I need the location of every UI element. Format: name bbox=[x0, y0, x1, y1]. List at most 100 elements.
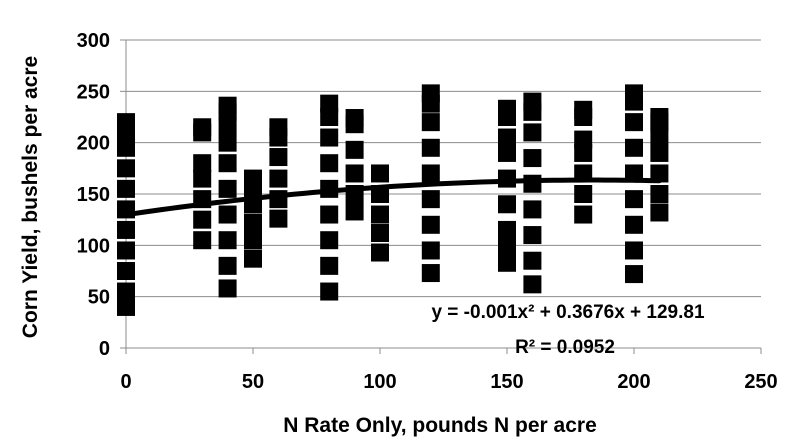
data-point bbox=[421, 164, 440, 183]
data-point bbox=[218, 179, 237, 198]
data-point bbox=[498, 143, 516, 162]
y-tick-label-150: 150 bbox=[77, 184, 110, 206]
data-point bbox=[523, 123, 542, 142]
data-point bbox=[421, 264, 440, 283]
data-point bbox=[345, 202, 364, 221]
data-point bbox=[421, 215, 440, 234]
data-point bbox=[574, 130, 593, 149]
data-point bbox=[193, 210, 212, 229]
data-point bbox=[218, 256, 237, 275]
data-point bbox=[523, 275, 542, 294]
data-point bbox=[421, 113, 440, 132]
data-point bbox=[320, 94, 339, 113]
data-point bbox=[320, 256, 339, 275]
data-point bbox=[625, 265, 643, 284]
x-tick-label-0: 0 bbox=[120, 371, 131, 393]
data-point bbox=[269, 169, 288, 188]
data-point bbox=[625, 241, 643, 260]
data-point bbox=[625, 215, 643, 234]
data-point bbox=[523, 92, 542, 111]
data-point bbox=[574, 185, 593, 203]
data-point bbox=[117, 179, 135, 198]
x-tick-label-200: 200 bbox=[617, 371, 650, 393]
trendline-equation: y = -0.001x² + 0.3676x + 129.81 bbox=[431, 302, 705, 323]
data-point bbox=[117, 159, 135, 178]
data-point bbox=[498, 128, 516, 147]
data-point bbox=[625, 113, 643, 132]
data-point bbox=[650, 185, 669, 203]
y-tick-label-50: 50 bbox=[88, 287, 110, 309]
data-point bbox=[371, 243, 389, 262]
data-point bbox=[269, 118, 288, 137]
data-point bbox=[650, 203, 669, 222]
data-point bbox=[218, 231, 237, 250]
tick-labels: 0 50 100 150 200 250 300 0 50 100 150 200 250 bbox=[77, 30, 778, 393]
data-point bbox=[244, 169, 262, 188]
data-point bbox=[371, 164, 389, 183]
data-point bbox=[625, 190, 643, 209]
data-point bbox=[421, 138, 440, 157]
data-point bbox=[625, 84, 643, 103]
data-point bbox=[244, 231, 262, 250]
x-tick-label-50: 50 bbox=[242, 371, 264, 393]
data-point bbox=[421, 190, 440, 209]
data-point bbox=[269, 148, 288, 167]
data-point bbox=[523, 174, 542, 193]
data-point bbox=[421, 241, 440, 260]
data-point bbox=[498, 220, 516, 239]
data-point bbox=[117, 241, 135, 260]
data-point bbox=[650, 108, 669, 126]
data-point bbox=[269, 209, 288, 228]
y-tick-label-100: 100 bbox=[77, 235, 110, 257]
x-tick-label-250: 250 bbox=[744, 371, 777, 393]
data-point bbox=[650, 164, 669, 183]
data-point bbox=[244, 249, 262, 268]
y-tick-label-200: 200 bbox=[77, 133, 110, 155]
data-point bbox=[320, 205, 339, 224]
data-point bbox=[650, 143, 669, 162]
data-point bbox=[193, 154, 212, 173]
y-tick-label-300: 300 bbox=[77, 30, 110, 52]
data-markers bbox=[117, 84, 669, 316]
data-point bbox=[345, 164, 364, 183]
data-point bbox=[574, 100, 593, 119]
data-point bbox=[320, 128, 339, 147]
trendline-group bbox=[123, 177, 662, 218]
data-point bbox=[193, 231, 212, 250]
data-point bbox=[218, 154, 237, 173]
data-point bbox=[218, 133, 237, 152]
data-point bbox=[117, 262, 135, 280]
data-point bbox=[320, 282, 339, 301]
data-point bbox=[117, 297, 135, 316]
x-axis-title: N Rate Only, pounds N per acre bbox=[283, 414, 597, 437]
y-tick-label-0: 0 bbox=[99, 338, 110, 360]
data-point bbox=[371, 205, 389, 224]
data-point bbox=[117, 282, 135, 301]
data-point bbox=[421, 84, 440, 103]
x-tick-label-150: 150 bbox=[490, 371, 523, 393]
data-point bbox=[625, 138, 643, 157]
x-tick-label-100: 100 bbox=[363, 371, 396, 393]
data-point bbox=[193, 169, 212, 188]
data-point bbox=[523, 149, 542, 168]
data-point bbox=[498, 253, 516, 272]
data-point bbox=[345, 109, 364, 128]
data-point bbox=[345, 140, 364, 159]
data-point bbox=[244, 213, 262, 232]
data-point bbox=[574, 205, 593, 224]
data-point bbox=[320, 154, 339, 173]
y-axis-title: Corn Yield, bushels per acre bbox=[19, 56, 42, 338]
data-point bbox=[218, 279, 237, 298]
data-point bbox=[193, 118, 212, 137]
data-point bbox=[498, 195, 516, 214]
data-point bbox=[117, 113, 135, 132]
data-point bbox=[320, 231, 339, 250]
data-point bbox=[117, 220, 135, 239]
data-point bbox=[523, 251, 542, 270]
y-tick-label-250: 250 bbox=[77, 81, 110, 103]
data-point bbox=[371, 224, 389, 243]
data-point bbox=[218, 205, 237, 224]
data-point bbox=[498, 238, 516, 257]
data-point bbox=[218, 96, 237, 115]
